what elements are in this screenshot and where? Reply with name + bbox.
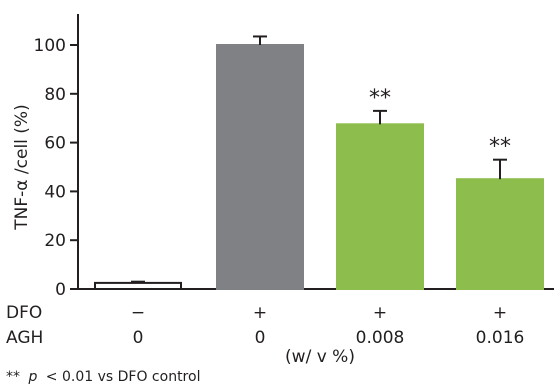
significance-marker: ** [369, 86, 391, 111]
bar [94, 281, 182, 290]
footnote-text: < 0.01 vs DFO control [46, 369, 201, 385]
agh-value: 0.008 [356, 328, 405, 348]
dfo-value: + [493, 303, 507, 323]
significance-markers: ** ** [369, 86, 511, 160]
unit-label: (w/ v %) [285, 347, 355, 367]
agh-value: 0 [255, 328, 266, 348]
bars [94, 44, 544, 290]
dfo-value: + [373, 303, 387, 323]
error-bars [131, 35, 507, 283]
y-tick-label: 0 [55, 280, 66, 300]
y-tick-label: 80 [44, 85, 66, 105]
y-tick-label: 20 [44, 231, 66, 251]
condition-labels: − 0 +0 +0.008 +0.016 [131, 303, 524, 348]
footnote: ** p < 0.01 vs DFO control [6, 369, 200, 385]
agh-row-label: AGH [6, 328, 43, 348]
bar [456, 178, 544, 290]
bar [216, 44, 304, 290]
y-axis-title: TNF-α /cell (%) [12, 104, 32, 230]
y-tick-label: 100 [34, 36, 66, 56]
dfo-value: + [253, 303, 267, 323]
agh-value: 0 [133, 328, 144, 348]
agh-value: 0.016 [476, 328, 525, 348]
dfo-row-label: DFO [6, 303, 42, 323]
y-tick-label: 60 [44, 134, 66, 154]
bar [336, 123, 424, 290]
significance-marker: ** [489, 135, 511, 160]
footnote-marker: ** [6, 369, 20, 385]
footnote-p: p [27, 369, 37, 385]
y-ticks: 0 20 40 60 80 100 [34, 36, 78, 300]
y-tick-label: 40 [44, 182, 66, 202]
dfo-value: − [131, 303, 145, 323]
